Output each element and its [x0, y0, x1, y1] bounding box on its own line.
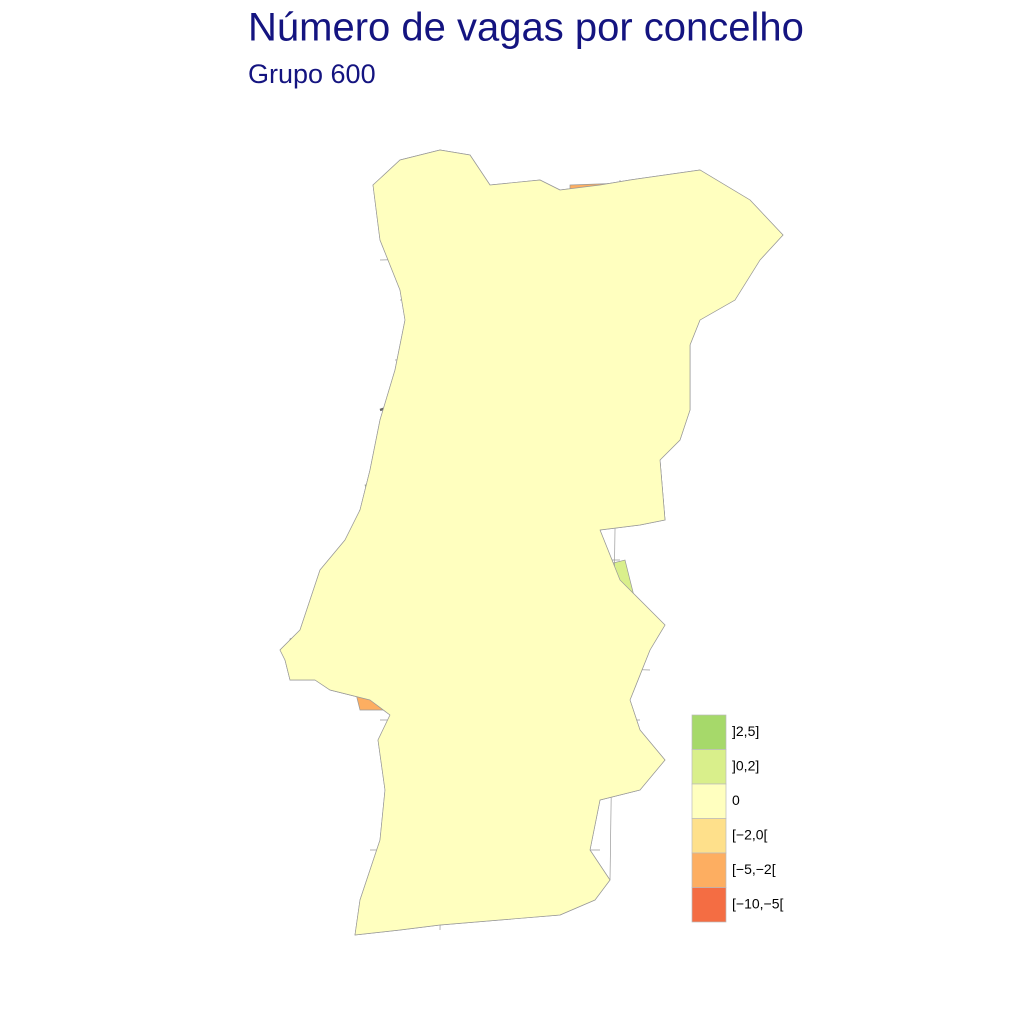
legend-swatch: [691, 714, 727, 750]
legend-label: 0: [732, 792, 740, 808]
legend-label: [−10,−5[: [732, 895, 783, 911]
legend-swatch: [691, 749, 727, 785]
legend-swatch: [691, 852, 727, 888]
legend-label: ]2,5]: [732, 723, 759, 739]
legend-label: [−5,−2[: [732, 861, 776, 877]
legend-label: ]0,2]: [732, 757, 759, 773]
legend-swatch: [691, 783, 727, 819]
legend-label: [−2,0[: [732, 826, 768, 842]
map-title: Número de vagas por concelho: [248, 6, 804, 50]
legend-swatch: [691, 818, 727, 854]
legend-swatch: [691, 887, 727, 923]
map: [278, 148, 785, 937]
map-subtitle: Grupo 600: [248, 59, 376, 89]
legend: ]2,5] ]0,2] 0 [−2,0[ [−5,−2[ [−10,−5[: [691, 714, 783, 923]
